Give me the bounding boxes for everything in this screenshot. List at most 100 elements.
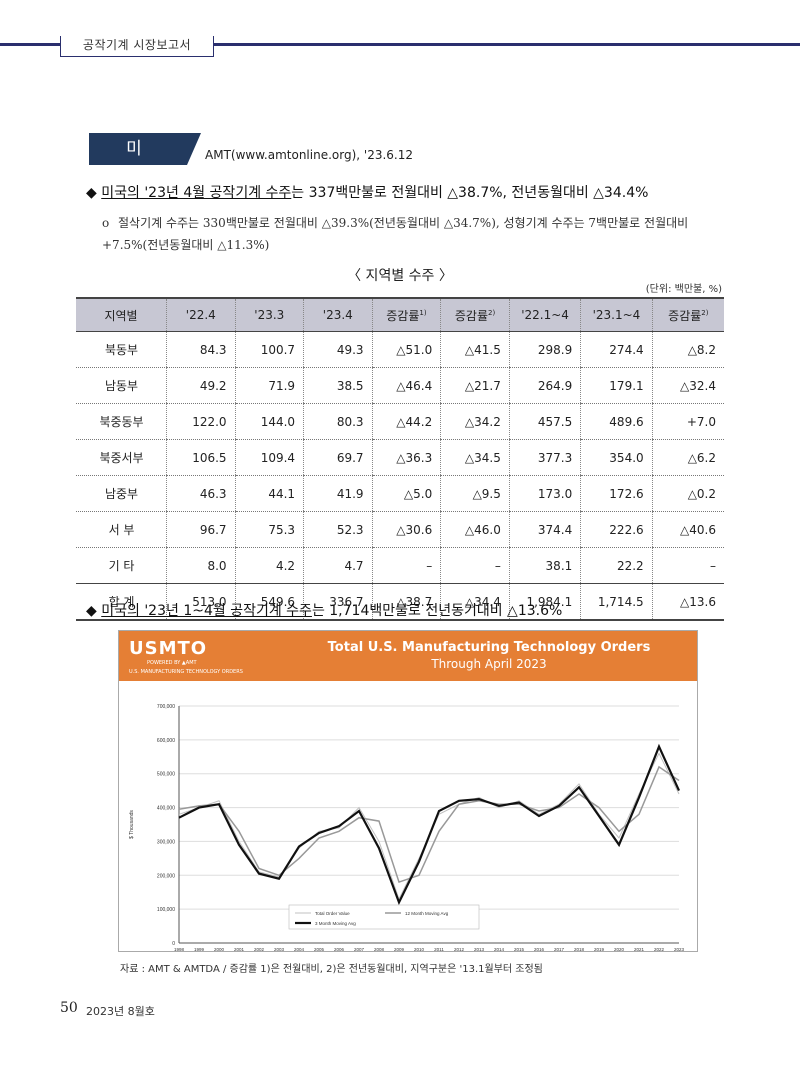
table-unit: (단위: 백만불, %) xyxy=(645,284,722,295)
col-header: '23.4 xyxy=(303,297,373,332)
page-number: 50 xyxy=(60,1000,78,1016)
value-cell: 100.7 xyxy=(234,331,304,368)
y-tick-label: 500,000 xyxy=(157,772,175,778)
col-header: '23.1~4 xyxy=(580,297,653,332)
value-cell: △44.2 xyxy=(371,403,441,440)
value-cell: 172.6 xyxy=(580,475,653,512)
value-cell: △46.4 xyxy=(371,367,441,404)
value-cell: 22.2 xyxy=(580,547,653,584)
x-tick-label: 2013 xyxy=(474,947,485,951)
value-cell: 80.3 xyxy=(303,403,373,440)
value-cell: 513.0 xyxy=(166,583,236,621)
x-tick-label: 2023 xyxy=(674,947,685,951)
table-row: 남중부 46.3 44.1 41.9 △5.0 △9.5 173.0 172.6 △0.2 xyxy=(76,475,724,512)
x-tick-label: 2011 xyxy=(434,947,444,951)
value-cell: 8.0 xyxy=(166,547,236,584)
value-cell: △51.0 xyxy=(371,331,441,368)
value-cell: △21.7 xyxy=(440,367,510,404)
value-cell: 49.2 xyxy=(166,367,236,404)
value-cell: △34.5 xyxy=(440,439,510,476)
y-tick-label: 100,000 xyxy=(157,907,175,913)
x-tick-label: 2010 xyxy=(414,947,425,951)
series-line xyxy=(178,752,680,901)
logo-subtitle: U.S. MANUFACTURING TECHNOLOGY ORDERS xyxy=(129,669,243,675)
x-tick-label: 1999 xyxy=(194,947,205,951)
table-title: 〈 지역별 수주 〉 xyxy=(347,268,453,284)
value-cell: 489.6 xyxy=(580,403,653,440)
headline-bullet-2: ◆ 미국의 '23년 1~4월 공작기계 수주는 1,714백만불로 전년동기대… xyxy=(86,600,562,620)
value-cell: 1,714.5 xyxy=(580,583,653,621)
value-cell: – xyxy=(440,547,510,584)
col-header: '22.1~4 xyxy=(508,297,581,332)
x-tick-label: 2003 xyxy=(274,947,285,951)
x-tick-label: 2001 xyxy=(234,947,245,951)
headline-underlined: 미국의 '23년 1~4월 공작기계 수주 xyxy=(101,603,312,619)
source-citation: AMT(www.amtonline.org), '23.6.12 xyxy=(205,148,413,162)
series-line xyxy=(178,765,680,884)
region-cell: 합 계 xyxy=(76,583,167,621)
x-tick-label: 2015 xyxy=(514,947,525,951)
issue-label: 2023년 8월호 xyxy=(86,1005,155,1018)
col-header: 증감률1) xyxy=(371,297,441,332)
table-row: 서 부 96.7 75.3 52.3 △30.6 △46.0 374.4 222.6 △40.6 xyxy=(76,511,724,548)
y-axis-label: $ Thousands xyxy=(129,810,135,839)
x-tick-label: 2008 xyxy=(374,947,385,951)
x-tick-label: 2009 xyxy=(394,947,405,951)
chart-plot: 0 100,000 200,000 300,000 400,000 500,000 600,… xyxy=(129,704,685,951)
region-cell: 북중동부 xyxy=(76,403,167,440)
table-row: 북동부 84.3 100.7 49.3 △51.0 △41.5 298.9 274.4 △8.2 xyxy=(76,331,724,368)
x-tick-label: 2004 xyxy=(294,947,305,951)
value-cell: △34.2 xyxy=(440,403,510,440)
legend-label: Total Order Value xyxy=(315,911,350,916)
col-header: '23.3 xyxy=(234,297,304,332)
y-tick-label: 400,000 xyxy=(157,806,175,812)
value-cell: △13.6 xyxy=(651,583,724,621)
value-cell: 44.1 xyxy=(234,475,304,512)
x-tick-label: 2005 xyxy=(314,947,325,951)
table-header-row: 지역별 '22.4 '23.3 '23.4 증감률1) 증감률2) '22.1~… xyxy=(76,297,724,332)
chart-title: Total U.S. Manufacturing Technology Orde… xyxy=(327,640,651,655)
value-cell: 179.1 xyxy=(580,367,653,404)
table-row: 남동부 49.2 71.9 38.5 △46.4 △21.7 264.9 179.1 △32.4 xyxy=(76,367,724,404)
x-tick-label: 2017 xyxy=(554,947,565,951)
value-cell: △34.4 xyxy=(440,583,510,621)
region-cell: 북동부 xyxy=(76,331,167,368)
value-cell: 46.3 xyxy=(166,475,236,512)
x-tick-label: 2012 xyxy=(454,947,465,951)
country-label: 미 국 xyxy=(89,133,187,191)
value-cell: △0.2 xyxy=(651,475,724,512)
value-cell: 41.9 xyxy=(303,475,373,512)
table-row: 기 타 8.0 4.2 4.7– –38.1 22.2– xyxy=(76,547,724,584)
value-cell: 4.2 xyxy=(234,547,304,584)
table-row: 북중동부 122.0 144.0 80.3 △44.2 △34.2 457.5 489.6 +7… xyxy=(76,403,724,440)
x-tick-label: 2022 xyxy=(654,947,665,951)
value-cell: 75.3 xyxy=(234,511,304,548)
table-row: 북중서부 106.5 109.4 69.7 △36.3 △34.5 377.3 354.0 △6… xyxy=(76,439,724,476)
value-cell: 354.0 xyxy=(580,439,653,476)
legend-label: 12 Month Moving Avg xyxy=(405,911,449,916)
value-cell: 38.1 xyxy=(508,547,581,584)
y-tick-label: 600,000 xyxy=(157,738,175,744)
headline-underlined: 미국의 '23년 4월 공작기계 수주 xyxy=(101,185,292,201)
value-cell: – xyxy=(651,547,724,584)
value-cell: 374.4 xyxy=(508,511,581,548)
value-cell: +7.0 xyxy=(651,403,724,440)
value-cell: 222.6 xyxy=(580,511,653,548)
x-tick-label: 2018 xyxy=(574,947,585,951)
region-cell: 서 부 xyxy=(76,511,167,548)
value-cell: 274.4 xyxy=(580,331,653,368)
usmto-logo: USMTO xyxy=(129,638,208,659)
x-tick-label: 2002 xyxy=(254,947,265,951)
orders-chart: USMTO POWERED BY ▲AMT U.S. MANUFACTURING… xyxy=(118,630,698,952)
region-cell: 남동부 xyxy=(76,367,167,404)
legend-box xyxy=(288,904,480,930)
series-line xyxy=(178,743,681,906)
value-cell: 52.3 xyxy=(303,511,373,548)
value-cell: 549.6 xyxy=(234,583,304,621)
region-cell: 북중서부 xyxy=(76,439,167,476)
value-cell: △30.6 xyxy=(371,511,441,548)
x-tick-label: 2021 xyxy=(634,947,645,951)
value-cell: – xyxy=(371,547,441,584)
powered-by: POWERED BY ▲AMT xyxy=(147,660,197,666)
x-tick-label: 2000 xyxy=(214,947,225,951)
